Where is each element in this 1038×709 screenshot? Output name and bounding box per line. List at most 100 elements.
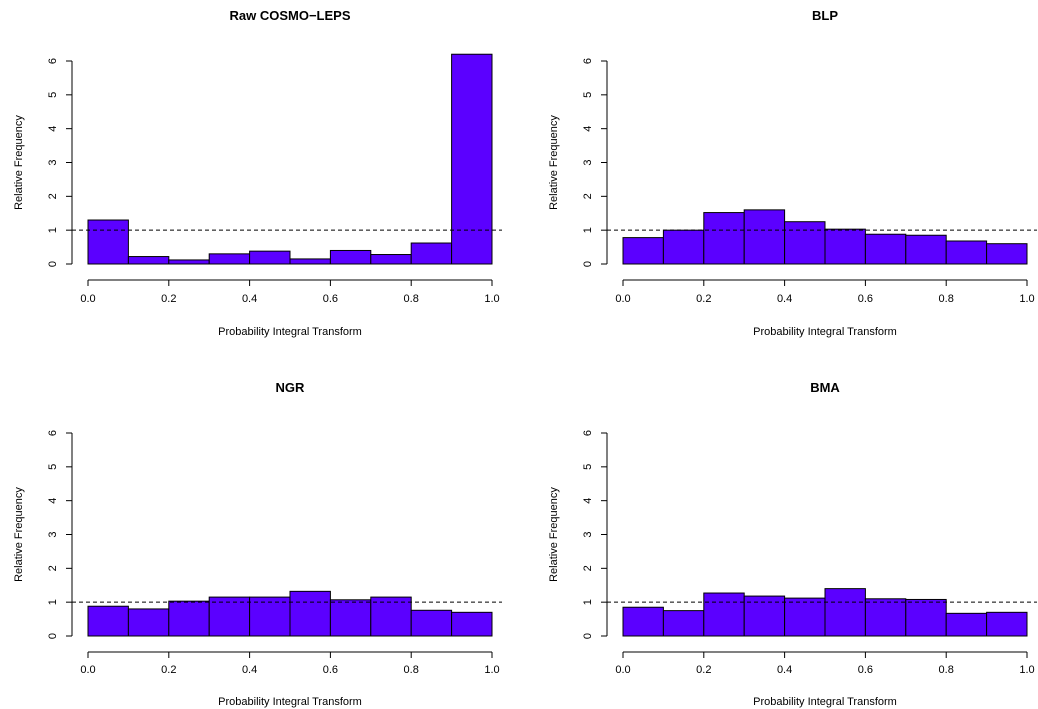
histogram-bar (370, 596, 412, 637)
histogram-bar (986, 243, 1028, 265)
histogram-bar (703, 212, 745, 265)
x-axis-label: Probability Integral Transform (218, 696, 362, 708)
histogram-panel: BMA 0.0 0.2 0.4 0.6 0.8 1.0 Probability Integra… (548, 380, 1037, 708)
x-tick-label: 1.0 (484, 293, 499, 305)
y-tick-label: 3 (582, 159, 594, 165)
y-axis-label: Relative Frequency (13, 115, 25, 210)
x-tick-label: 0.6 (858, 293, 873, 305)
x-tick-label: 1.0 (1019, 293, 1034, 305)
y-tick-label: 4 (47, 498, 59, 504)
y-tick-label: 2 (582, 193, 594, 199)
histogram-bar (410, 609, 453, 637)
x-tick-label: 1.0 (1019, 664, 1034, 676)
x-tick-label: 0.6 (858, 664, 873, 676)
y-tick-label: 5 (582, 92, 594, 98)
histogram-bar (249, 596, 291, 637)
y-tick-label: 4 (47, 126, 59, 132)
y-tick-label: 5 (47, 92, 59, 98)
y-tick-label: 6 (582, 58, 594, 64)
histogram-panel: Raw COSMO−LEPS 0.0 0.2 0.4 0.6 0.8 1.0 Probabil… (13, 8, 502, 338)
x-tick-label: 0.0 (615, 293, 630, 305)
y-tick-label: 4 (582, 126, 594, 132)
y-tick-label: 6 (47, 58, 59, 64)
x-axis-label: Probability Integral Transform (218, 326, 362, 338)
y-tick-label: 1 (582, 227, 594, 233)
histogram-bar (703, 592, 745, 637)
histogram-bar (410, 242, 453, 265)
x-tick-label: 0.8 (404, 293, 419, 305)
y-axis-label: Relative Frequency (548, 115, 560, 210)
x-tick-label: 0.4 (777, 293, 792, 305)
y-tick-label: 2 (47, 565, 59, 571)
y-tick-label: 4 (582, 498, 594, 504)
histogram-bar (784, 221, 826, 265)
x-tick-label: 0.4 (777, 664, 792, 676)
histogram-bar (945, 612, 988, 637)
y-tick-label: 6 (582, 430, 594, 436)
panel-title: BMA (810, 380, 840, 395)
histogram-bar (451, 611, 493, 637)
x-tick-label: 0.8 (939, 293, 954, 305)
histogram-bar (662, 610, 705, 637)
x-tick-label: 0.2 (696, 293, 711, 305)
histogram-bar (329, 599, 372, 637)
histogram-bar (864, 598, 907, 637)
x-tick-label: 0.2 (696, 664, 711, 676)
histogram-bar (622, 237, 664, 265)
y-tick-label: 1 (582, 599, 594, 605)
histogram-bar (208, 253, 251, 265)
y-tick-label: 3 (47, 531, 59, 537)
histogram-bar (329, 249, 372, 265)
histogram-bar (249, 250, 291, 265)
histogram-bar (168, 600, 210, 637)
y-tick-label: 3 (47, 159, 59, 165)
histogram-bar (743, 209, 786, 265)
x-tick-label: 0.2 (161, 664, 176, 676)
y-tick-label: 5 (47, 464, 59, 470)
y-tick-label: 0 (47, 261, 59, 267)
y-tick-label: 1 (47, 599, 59, 605)
panel-title: BLP (812, 8, 838, 23)
histogram-bar (370, 254, 412, 265)
y-tick-label: 1 (47, 227, 59, 233)
y-tick-label: 2 (582, 565, 594, 571)
histogram-bar (662, 229, 705, 265)
x-tick-label: 0.0 (80, 664, 95, 676)
histogram-bar (905, 234, 947, 265)
x-tick-label: 0.6 (323, 664, 338, 676)
x-tick-label: 1.0 (484, 664, 499, 676)
histogram-bar (87, 219, 129, 265)
x-tick-label: 0.4 (242, 664, 257, 676)
histogram-bar (87, 605, 129, 637)
histogram-bar (127, 256, 170, 265)
x-tick-label: 0.4 (242, 293, 257, 305)
histogram-panel: BLP 0.0 0.2 0.4 0.6 0.8 1.0 Probability Integra… (548, 8, 1037, 338)
x-axis-label: Probability Integral Transform (753, 696, 897, 708)
histogram-bar (451, 53, 493, 265)
histogram-bar (986, 611, 1028, 637)
histogram-bar (784, 597, 826, 637)
histogram-bar (945, 240, 988, 265)
histogram-bar (824, 228, 866, 265)
histogram-bar (864, 233, 907, 265)
x-tick-label: 0.8 (939, 664, 954, 676)
panel-title: Raw COSMO−LEPS (230, 8, 351, 23)
y-axis-label: Relative Frequency (13, 487, 25, 582)
x-tick-label: 0.8 (404, 664, 419, 676)
y-tick-label: 2 (47, 193, 59, 199)
histogram-bar (208, 596, 251, 637)
x-axis-label: Probability Integral Transform (753, 326, 897, 338)
y-tick-label: 0 (582, 633, 594, 639)
x-tick-label: 0.0 (615, 664, 630, 676)
y-tick-label: 6 (47, 430, 59, 436)
x-tick-label: 0.2 (161, 293, 176, 305)
y-axis-label: Relative Frequency (548, 487, 560, 582)
x-tick-label: 0.0 (80, 293, 95, 305)
y-tick-label: 3 (582, 531, 594, 537)
histogram-bar (289, 590, 331, 637)
histogram-bar (127, 608, 170, 637)
y-tick-label: 5 (582, 464, 594, 470)
histogram-panel: NGR 0.0 0.2 0.4 0.6 0.8 1.0 Probability Integra… (13, 380, 502, 708)
y-tick-label: 0 (47, 633, 59, 639)
